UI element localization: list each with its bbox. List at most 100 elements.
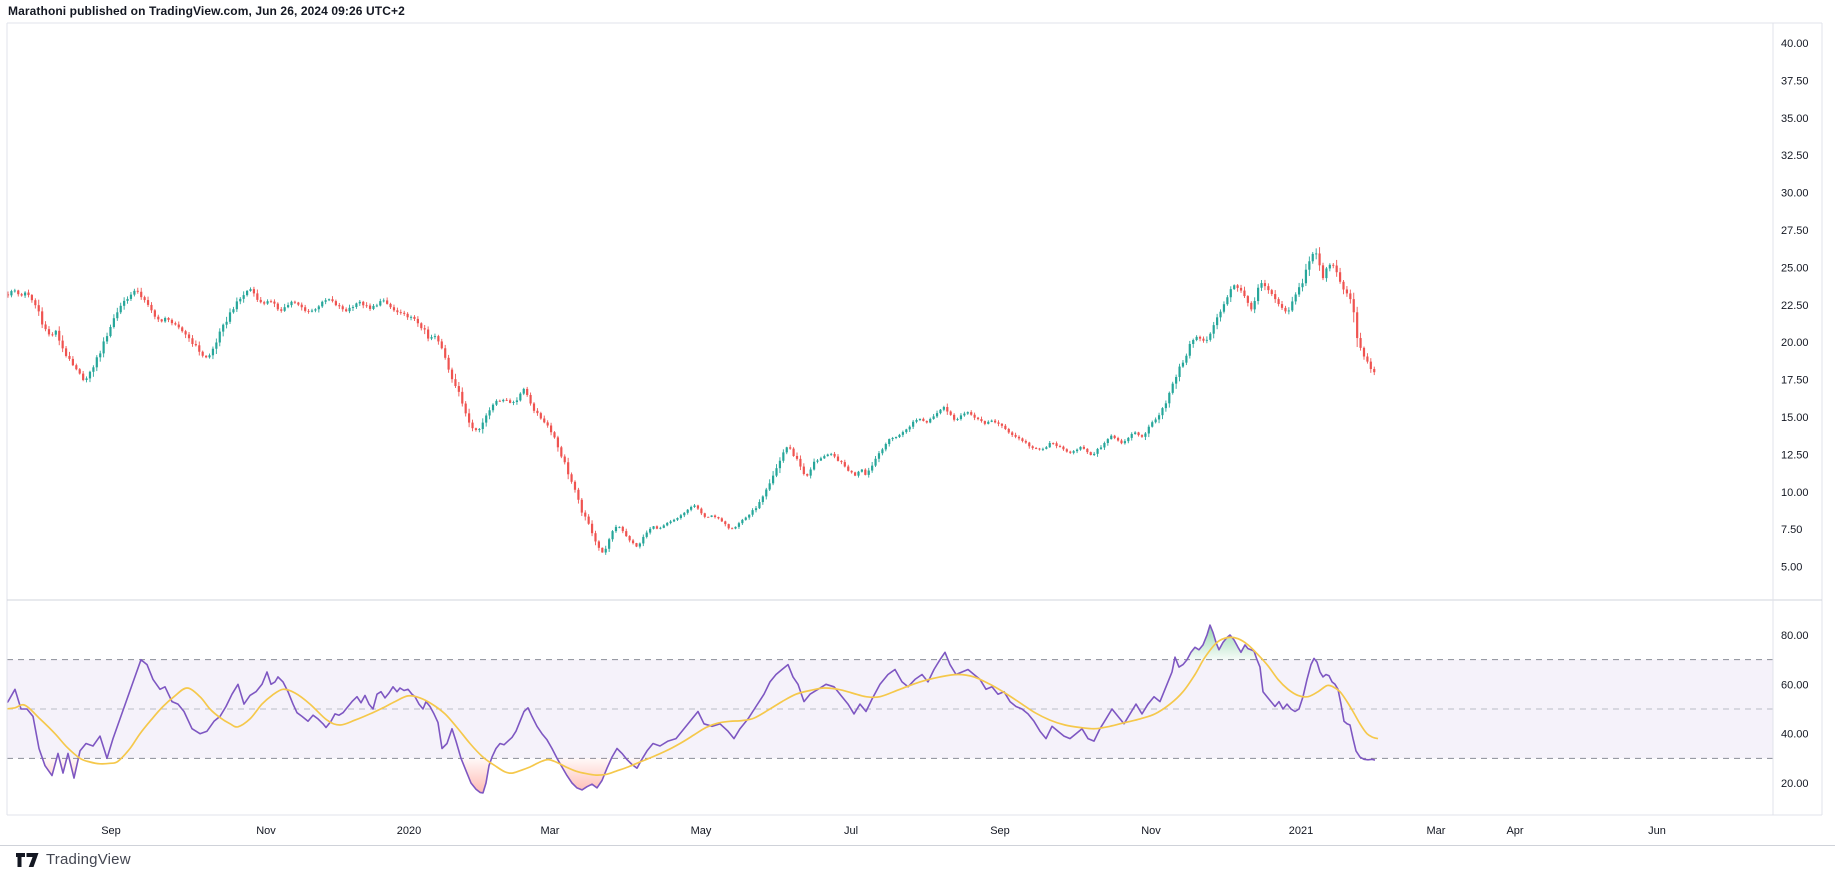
candle-body <box>1154 419 1157 423</box>
candle-body <box>628 536 631 541</box>
candle-body <box>194 344 197 346</box>
candle-body <box>211 348 215 356</box>
candle-body <box>1209 333 1212 340</box>
candle-body <box>567 462 570 475</box>
price-axis-label: 15.00 <box>1781 412 1809 424</box>
candle-body <box>334 301 337 306</box>
candle-body <box>816 460 819 462</box>
rsi-oversold-fill <box>626 758 643 769</box>
candle-body <box>1301 283 1304 288</box>
candle-body <box>877 453 881 459</box>
candle-body <box>314 309 317 311</box>
candle-body <box>751 510 754 515</box>
candle-body <box>649 528 652 533</box>
candle-body <box>146 300 150 305</box>
candle-body <box>283 307 286 311</box>
candle-body <box>884 443 887 450</box>
candle-body <box>450 369 454 380</box>
rsi-oversold-fill <box>69 758 79 779</box>
candle-body <box>454 379 457 387</box>
candle-body <box>1144 433 1147 437</box>
candle-body <box>1294 294 1297 302</box>
candle-body <box>601 547 604 553</box>
candle-body <box>88 371 92 379</box>
candle-body <box>191 338 194 345</box>
candle-body <box>522 388 525 394</box>
candle-body <box>642 536 645 544</box>
candle-body <box>532 403 536 411</box>
candle-body <box>1178 366 1181 377</box>
candle-body <box>386 300 389 304</box>
candle-body <box>321 301 324 307</box>
candle-body <box>365 305 368 307</box>
candle-body <box>174 323 177 325</box>
candle-body <box>847 466 850 471</box>
candle-body <box>970 412 973 415</box>
candle-body <box>215 342 218 349</box>
time-axis[interactable] <box>7 816 1822 845</box>
candle-body <box>464 403 467 414</box>
price-axis-label: 12.50 <box>1781 449 1809 461</box>
candle-body <box>843 462 846 467</box>
candle-body <box>799 458 802 467</box>
rsi-axis-label: 60.00 <box>1781 679 1809 691</box>
candle-body <box>1175 376 1178 384</box>
candle-body <box>830 453 833 455</box>
candle-body <box>1000 423 1004 426</box>
time-axis-label: Jul <box>844 825 858 837</box>
candle-body <box>396 310 399 313</box>
candle-body <box>741 519 744 524</box>
rsi-pane[interactable] <box>7 600 1773 815</box>
candle-body <box>252 289 256 294</box>
price-axis-label: 37.50 <box>1781 75 1809 87</box>
candle-body <box>987 421 990 424</box>
candle-body <box>1120 440 1123 444</box>
candle-body <box>375 305 378 307</box>
candle-body <box>754 508 758 511</box>
candle-body <box>1226 297 1229 305</box>
candle-body <box>51 334 54 336</box>
candle-body <box>700 508 703 514</box>
candle-body <box>573 481 577 490</box>
candle-body <box>935 413 939 417</box>
candle-body <box>795 455 799 459</box>
candle-body <box>556 437 560 448</box>
candle-body <box>1110 435 1113 440</box>
candle-body <box>126 298 129 301</box>
price-axis-label: 20.00 <box>1781 337 1809 349</box>
candle-body <box>44 324 47 330</box>
candle-body <box>594 533 597 542</box>
candle-body <box>1304 269 1308 284</box>
candle-body <box>1028 442 1031 447</box>
candle-body <box>99 353 102 358</box>
candle-body <box>703 513 706 517</box>
candle-body <box>980 419 983 422</box>
candle-body <box>1134 432 1137 434</box>
candle-body <box>75 365 78 370</box>
candle-body <box>826 454 829 457</box>
price-pane[interactable] <box>7 23 1773 600</box>
candle-body <box>608 539 611 549</box>
candle-body <box>82 373 85 380</box>
candle-body <box>618 526 621 528</box>
candle-body <box>679 515 682 519</box>
candle-body <box>1082 446 1086 449</box>
candle-body <box>1127 437 1130 442</box>
candle-body <box>1267 286 1270 291</box>
candle-body <box>666 522 669 526</box>
candle-body <box>208 355 211 358</box>
candle-body <box>1277 299 1280 305</box>
candle-body <box>1096 448 1099 454</box>
candle-body <box>1342 281 1345 290</box>
candle-body <box>290 301 293 306</box>
candle-body <box>1338 272 1342 282</box>
time-axis-label: Nov <box>1141 825 1161 837</box>
candle-body <box>485 415 488 423</box>
candle-body <box>1168 392 1171 404</box>
tradingview-logo[interactable]: TradingView <box>16 851 131 868</box>
candle-body <box>949 411 952 415</box>
candle-body <box>136 290 139 292</box>
candle-body <box>228 312 232 322</box>
candle-body <box>1123 441 1127 444</box>
